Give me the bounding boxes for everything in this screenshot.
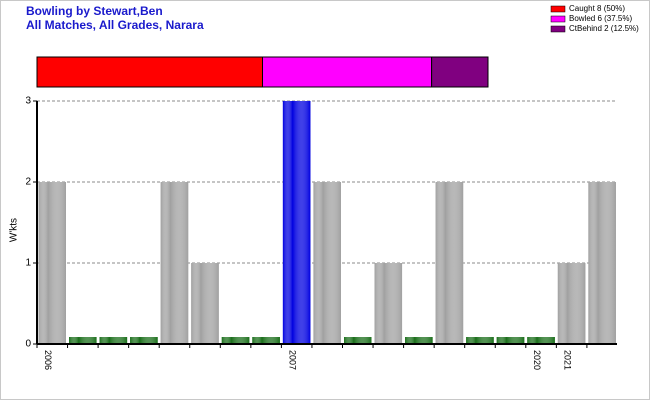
bar-shade <box>282 101 311 344</box>
legend-label: CtBehind 2 (12.5%) <box>569 24 639 33</box>
legend-swatch <box>550 25 566 33</box>
bar-shade <box>313 182 341 344</box>
bar-shade <box>557 263 586 344</box>
legend-label: Caught 8 (50%) <box>569 4 625 13</box>
y-tick-label: 0 <box>25 339 31 350</box>
bar-shade <box>527 337 555 344</box>
summary-segment <box>431 56 489 88</box>
bar-shade <box>344 337 372 344</box>
y-tick-label: 1 <box>25 258 31 269</box>
summary-segment <box>262 56 433 88</box>
bar-shade <box>69 337 97 344</box>
bar-shade <box>405 337 433 344</box>
y-tick-label: 2 <box>25 177 31 188</box>
bar-shade <box>130 337 158 344</box>
bar-shade <box>252 337 280 344</box>
legend-swatch <box>550 15 566 23</box>
summary-segment <box>36 56 263 88</box>
y-axis-label: W'kts <box>9 218 20 242</box>
bar-shade <box>374 263 403 344</box>
chart-title: Bowling by Stewart,Ben <box>26 4 163 18</box>
bar-shade <box>588 182 616 344</box>
bar-shade <box>160 182 189 344</box>
legend-label: Bowled 6 (37.5%) <box>569 14 632 23</box>
bar-shade <box>99 337 128 344</box>
bar-shade <box>496 337 525 344</box>
bar-shade <box>221 337 250 344</box>
x-tick-label: 2021 <box>562 350 572 370</box>
x-tick-label: 2020 <box>532 350 542 370</box>
chart-subtitle: All Matches, All Grades, Narara <box>26 18 204 32</box>
x-tick-label: 2006 <box>43 350 53 370</box>
x-tick-label: 2007 <box>288 350 298 370</box>
legend-swatch <box>550 5 566 13</box>
bar-shade <box>466 337 494 344</box>
bar-shade <box>191 263 219 344</box>
bar-shade <box>435 182 464 344</box>
bar-shade <box>38 182 66 344</box>
y-tick-label: 3 <box>25 96 31 107</box>
